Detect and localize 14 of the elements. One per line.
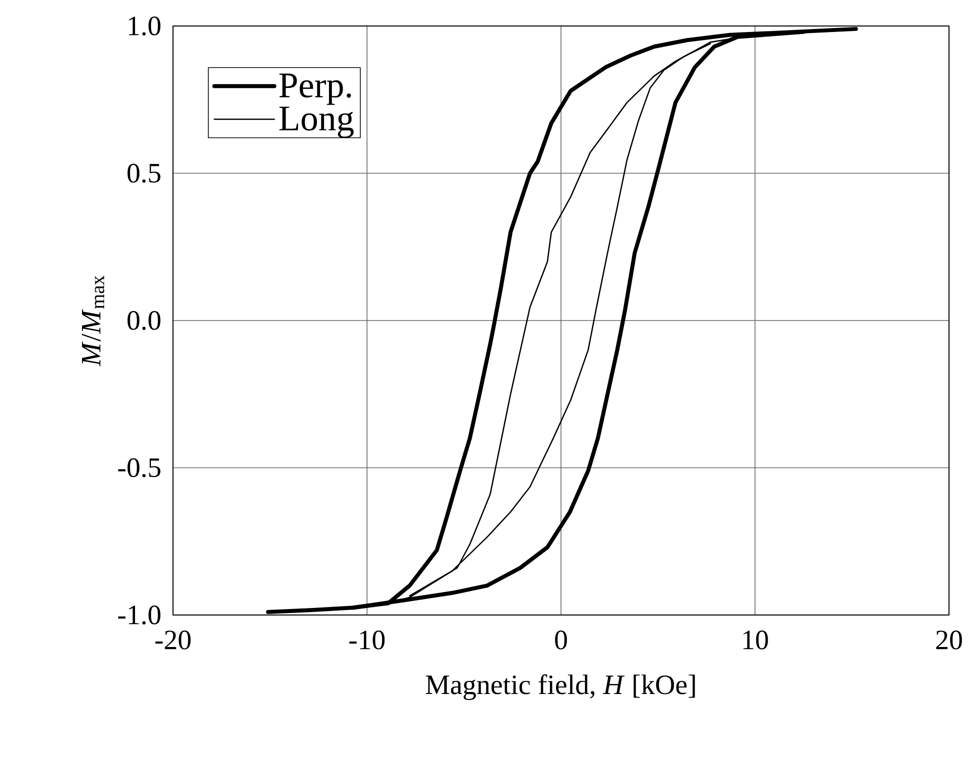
- y-tick-label: 0.0: [128, 310, 160, 330]
- x-tick-label: 10: [743, 630, 768, 650]
- y-tick-label: -1.0: [118, 605, 160, 625]
- x-tick-label: -10: [349, 630, 385, 650]
- y-tick-label: -0.5: [118, 458, 160, 478]
- legend-label: Perp.: [279, 74, 351, 105]
- x-tick-label: 20: [936, 630, 962, 650]
- x-axis-title: Magnetic field, H [kOe]: [426, 674, 695, 700]
- y-axis-title: M/M$_{max}$: [82, 276, 104, 366]
- legend-label: Long: [279, 106, 354, 138]
- x-tick-label: 0: [555, 630, 567, 650]
- y-tick-label: 1.0: [128, 16, 160, 36]
- y-tick-label: 0.5: [128, 164, 160, 183]
- x-tick-label: -20: [155, 630, 191, 650]
